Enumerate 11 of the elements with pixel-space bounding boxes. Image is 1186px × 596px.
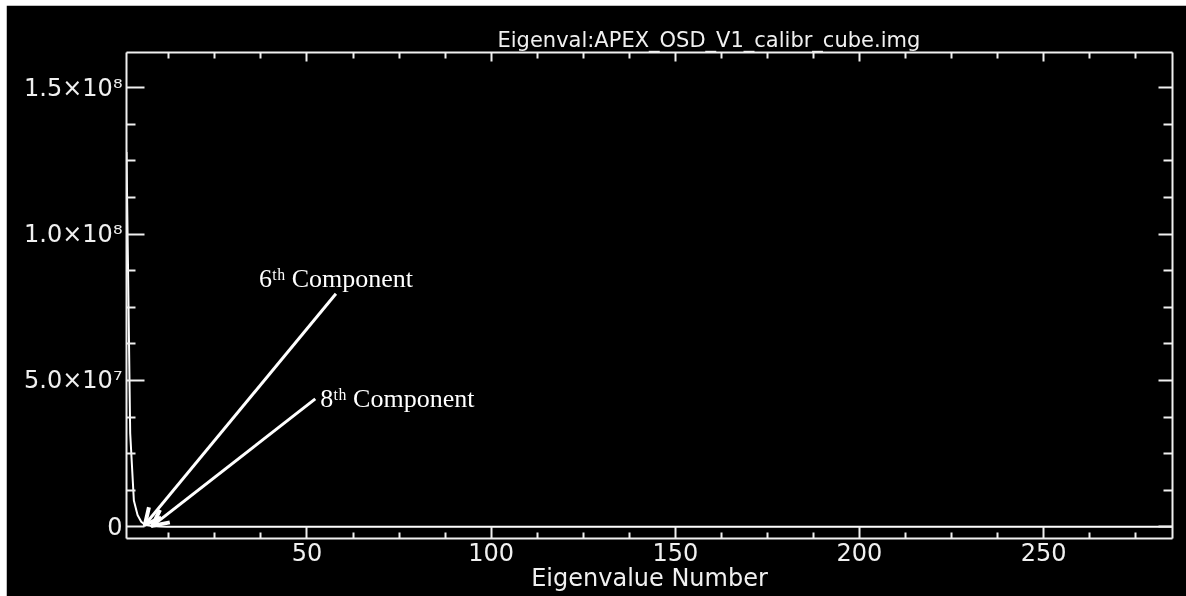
x-tick-label: 250 (1020, 538, 1067, 567)
annotation: 8ᵗʰ Component (320, 384, 476, 414)
y-tick-label: 5.0×10⁷ (24, 366, 123, 395)
y-tick-label: 1.0×10⁸ (24, 220, 123, 249)
x-tick-label: 200 (836, 538, 883, 567)
x-tick-label: 50 (291, 538, 323, 567)
chart-title: Eigenval:APEX_OSD_V1_calibr_cube.img (497, 27, 921, 53)
annotation: 6ᵗʰ Component (258, 264, 414, 294)
y-tick-label: 0 (107, 512, 123, 541)
x-tick-label: 100 (468, 538, 515, 567)
y-tick-label: 1.5×10⁸ (24, 73, 123, 102)
